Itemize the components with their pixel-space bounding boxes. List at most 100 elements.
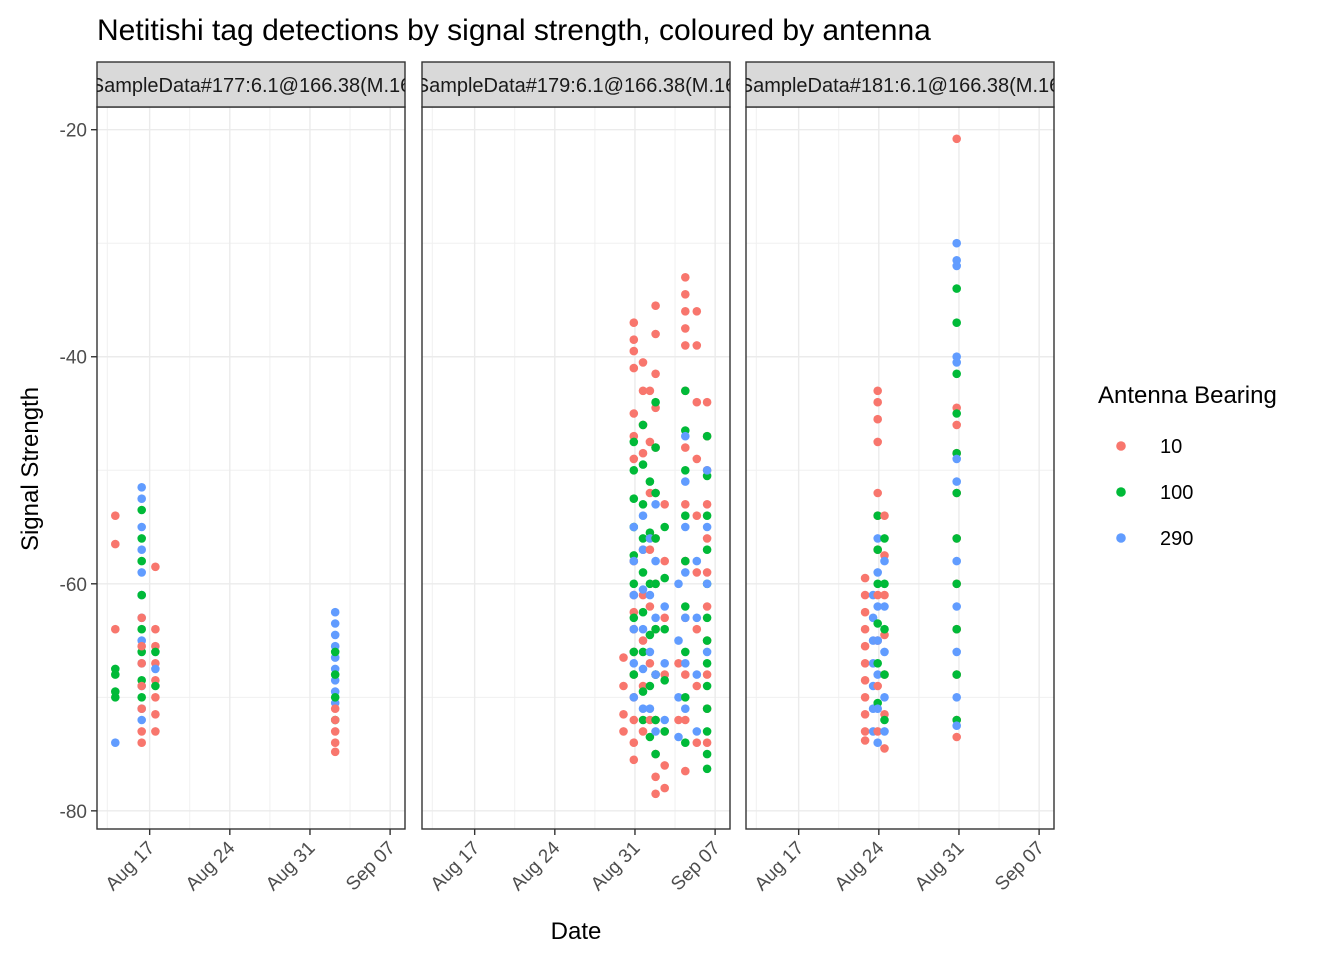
x-axis-title: Date	[551, 918, 602, 945]
data-points	[619, 273, 712, 799]
data-point	[681, 647, 690, 657]
data-point	[692, 568, 702, 577]
data-point	[111, 511, 120, 520]
data-point	[660, 522, 669, 532]
data-point	[702, 764, 712, 774]
data-point	[619, 727, 628, 736]
data-point	[660, 500, 669, 509]
data-point	[629, 522, 639, 532]
x-tick-label: Aug 24	[507, 837, 565, 895]
data-point	[660, 573, 669, 583]
data-point	[681, 477, 690, 486]
data-point	[873, 636, 882, 645]
data-point	[880, 602, 889, 611]
data-point	[952, 477, 961, 486]
data-point	[702, 602, 712, 611]
facet-panels: SampleData#177:6.1@166.38(M.16 Aug 17 Aug …	[96, 61, 1055, 895]
data-point	[651, 670, 660, 679]
data-point	[151, 681, 160, 691]
data-point	[629, 556, 639, 566]
data-point	[952, 238, 961, 248]
data-point	[619, 681, 628, 691]
facet-strip	[421, 61, 731, 108]
data-point	[619, 710, 628, 719]
data-point	[681, 443, 690, 452]
data-point	[137, 483, 146, 492]
data-point	[330, 727, 340, 736]
data-point	[137, 641, 146, 651]
x-tick-label: Aug 17	[102, 838, 159, 895]
data-point	[952, 602, 961, 611]
data-point	[638, 545, 648, 554]
legend-key	[1116, 487, 1126, 497]
legend-key	[1116, 533, 1126, 543]
data-point	[692, 613, 702, 623]
data-point	[681, 613, 690, 623]
data-point	[860, 659, 870, 668]
data-point	[137, 715, 146, 725]
data-point	[873, 659, 882, 668]
data-point	[638, 664, 648, 674]
legend-key	[1116, 441, 1126, 451]
data-point	[681, 522, 690, 532]
data-point	[681, 568, 690, 577]
data-point	[880, 693, 889, 702]
data-point	[681, 273, 690, 282]
data-point	[629, 590, 639, 600]
data-point	[692, 624, 702, 634]
data-point	[952, 261, 961, 271]
data-point	[151, 664, 160, 674]
data-points	[860, 134, 961, 753]
data-point	[702, 466, 712, 475]
data-point	[681, 602, 690, 611]
facet-panel: SampleData#177:6.1@166.38(M.16 Aug 17 Aug …	[96, 61, 406, 895]
data-point	[629, 466, 639, 475]
data-point	[702, 431, 712, 441]
data-point	[952, 488, 961, 498]
data-point	[137, 494, 146, 504]
data-point	[660, 715, 669, 725]
legend-entry: 290	[1116, 528, 1193, 550]
data-point	[629, 659, 639, 668]
data-point	[638, 585, 648, 594]
data-point	[873, 619, 882, 628]
data-point	[681, 511, 690, 520]
data-point	[137, 693, 146, 702]
data-point	[645, 477, 655, 486]
data-point	[702, 670, 712, 679]
x-tick-label: Sep 07	[991, 838, 1048, 895]
data-point	[681, 500, 690, 509]
data-point	[651, 789, 660, 799]
data-point	[645, 437, 655, 447]
data-point	[638, 386, 648, 396]
data-point	[702, 738, 712, 747]
data-point	[860, 727, 870, 736]
data-point	[629, 647, 639, 657]
data-point	[873, 437, 882, 447]
data-point	[151, 727, 160, 736]
data-point	[860, 693, 870, 702]
data-point	[629, 579, 639, 589]
data-point	[111, 539, 120, 549]
data-point	[629, 670, 639, 679]
data-point	[629, 318, 639, 328]
facet-strip	[745, 61, 1055, 108]
data-point	[111, 738, 120, 747]
data-point	[880, 556, 889, 566]
data-point	[660, 613, 669, 623]
data-point	[629, 437, 639, 447]
data-point	[692, 341, 702, 350]
data-point	[137, 624, 146, 634]
data-point	[681, 290, 690, 299]
data-point	[660, 761, 669, 770]
data-point	[151, 693, 160, 702]
data-point	[660, 727, 669, 736]
x-tick-label: Aug 31	[262, 838, 319, 895]
data-point	[638, 647, 648, 657]
data-point	[137, 704, 146, 713]
data-point	[873, 397, 882, 407]
data-point	[860, 573, 870, 583]
data-point	[651, 613, 660, 623]
data-point	[873, 738, 882, 747]
